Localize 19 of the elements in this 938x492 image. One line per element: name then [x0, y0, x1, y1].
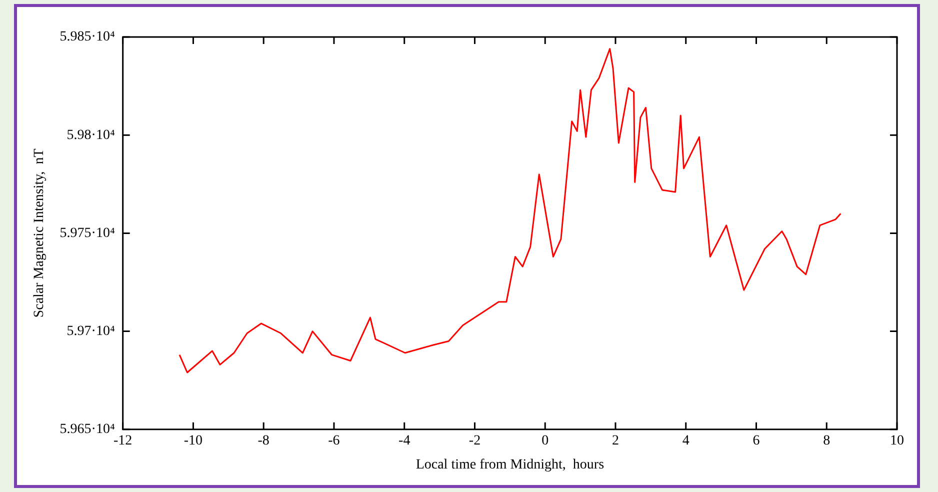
x-tick-label: 0: [542, 433, 549, 448]
y-tick-label: 5.985·10⁴: [60, 30, 115, 45]
x-tick-label: -2: [468, 433, 481, 448]
x-tick-label: -8: [258, 433, 270, 448]
x-tick-label: -12: [114, 433, 132, 448]
x-tick-label: 8: [823, 433, 830, 448]
x-tick-label: 4: [682, 433, 690, 448]
y-tick-label: 5.98·10⁴: [66, 128, 115, 143]
x-tick-label: 6: [752, 433, 760, 448]
x-tick-label: -10: [184, 433, 203, 448]
y-tick-label: 5.97·10⁴: [66, 324, 115, 339]
x-tick-label: 10: [890, 433, 904, 448]
y-tick-label: 5.965·10⁴: [60, 422, 115, 438]
x-tick-label: 2: [612, 433, 619, 448]
x-tick-label: -6: [328, 433, 340, 448]
x-axis-title: Local time from Midnight, hours: [416, 457, 604, 472]
y-tick-label: 5.975·10⁴: [60, 226, 115, 241]
y-axis-title: Scalar Magnetic Intensity, nT: [32, 148, 48, 318]
x-tick-label: -4: [398, 433, 410, 448]
